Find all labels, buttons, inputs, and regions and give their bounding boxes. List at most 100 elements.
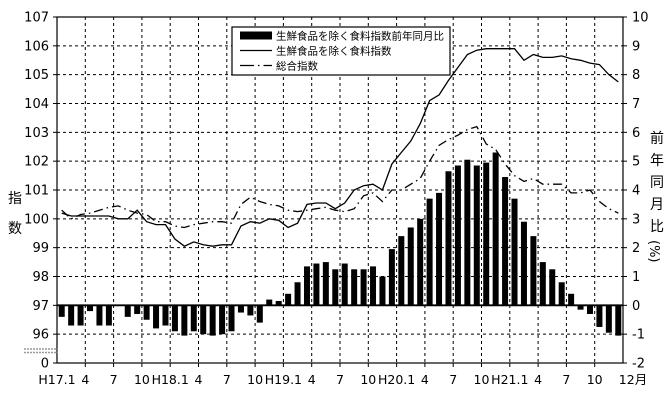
bar bbox=[266, 299, 273, 306]
bar bbox=[105, 305, 112, 326]
svg-text:10: 10 bbox=[134, 372, 150, 387]
svg-text:10: 10 bbox=[474, 372, 490, 387]
svg-text:1: 1 bbox=[632, 270, 640, 285]
bar bbox=[568, 293, 575, 306]
legend-label: 総合指数 bbox=[276, 60, 318, 73]
svg-text:前: 前 bbox=[650, 130, 664, 147]
bar bbox=[77, 305, 84, 326]
bar bbox=[58, 305, 65, 317]
bar bbox=[436, 192, 443, 306]
svg-text:6: 6 bbox=[632, 126, 640, 141]
bar bbox=[407, 227, 414, 306]
svg-text:指: 指 bbox=[8, 191, 22, 207]
bar bbox=[558, 282, 565, 306]
svg-text:10: 10 bbox=[587, 372, 603, 387]
svg-text:0: 0 bbox=[41, 357, 49, 372]
svg-text:-2: -2 bbox=[632, 357, 645, 372]
bar bbox=[332, 269, 339, 306]
bar bbox=[596, 305, 603, 327]
svg-text:3: 3 bbox=[632, 212, 640, 227]
svg-text:8: 8 bbox=[632, 68, 640, 83]
svg-text:0: 0 bbox=[632, 299, 640, 314]
svg-text:7: 7 bbox=[336, 372, 344, 387]
svg-text:H17.1: H17.1 bbox=[38, 372, 75, 387]
left-axis-title: 指数 bbox=[8, 191, 22, 237]
svg-text:月: 月 bbox=[650, 197, 664, 213]
right-axis-title: 前年同月比 (%) bbox=[646, 130, 664, 263]
svg-text:4: 4 bbox=[308, 372, 316, 387]
bar bbox=[209, 305, 216, 336]
axis-break-mark bbox=[24, 348, 58, 354]
bar bbox=[219, 305, 226, 335]
svg-text:H21.1: H21.1 bbox=[491, 372, 528, 387]
svg-text:H18.1: H18.1 bbox=[152, 372, 189, 387]
bar bbox=[322, 262, 329, 306]
bar bbox=[247, 305, 254, 316]
bar bbox=[492, 152, 499, 306]
svg-text:10: 10 bbox=[360, 372, 376, 387]
bar bbox=[360, 269, 367, 306]
axis-ticks bbox=[53, 16, 627, 367]
food-index-line bbox=[61, 48, 619, 247]
bar bbox=[256, 305, 263, 323]
bar bbox=[549, 269, 556, 306]
legend-label: 生鮮食品を除く食料指数前年同月比 bbox=[276, 30, 444, 43]
bar bbox=[520, 221, 527, 306]
bar bbox=[87, 305, 94, 312]
svg-text:10: 10 bbox=[632, 11, 649, 26]
bar bbox=[370, 266, 377, 306]
svg-text:-1: -1 bbox=[632, 328, 645, 343]
svg-text:100: 100 bbox=[24, 212, 49, 227]
x-end-label: 12月 bbox=[619, 372, 647, 387]
all-items-index-line bbox=[61, 125, 619, 229]
bars-yoy-series bbox=[58, 152, 622, 336]
left-axis-labels: 107 106 105 104 103 102 101 100 99 98 97 96 0 bbox=[24, 11, 49, 372]
svg-text:101: 101 bbox=[24, 184, 49, 199]
svg-text:比: 比 bbox=[650, 219, 664, 235]
bar bbox=[615, 305, 622, 336]
bar bbox=[539, 262, 546, 306]
svg-text:107: 107 bbox=[24, 11, 49, 26]
svg-text:H19.1: H19.1 bbox=[265, 372, 302, 387]
bar bbox=[96, 305, 103, 326]
svg-text:数: 数 bbox=[8, 221, 22, 237]
bar bbox=[388, 249, 395, 306]
svg-text:97: 97 bbox=[32, 299, 49, 314]
svg-text:2: 2 bbox=[632, 241, 640, 256]
bar bbox=[341, 263, 348, 306]
svg-text:98: 98 bbox=[32, 270, 49, 285]
bar bbox=[124, 305, 131, 317]
bar bbox=[313, 263, 320, 306]
svg-text:4: 4 bbox=[632, 184, 640, 199]
bar bbox=[275, 301, 282, 306]
bar bbox=[228, 305, 235, 332]
bar bbox=[162, 305, 169, 326]
bar bbox=[351, 269, 358, 306]
bar bbox=[464, 159, 471, 306]
bar bbox=[417, 218, 424, 306]
bar bbox=[200, 305, 207, 335]
bar bbox=[379, 276, 386, 306]
svg-text:96: 96 bbox=[32, 328, 49, 343]
svg-text:106: 106 bbox=[24, 39, 49, 54]
svg-text:7: 7 bbox=[449, 372, 457, 387]
svg-text:7: 7 bbox=[110, 372, 118, 387]
bar bbox=[586, 305, 593, 314]
bar bbox=[530, 236, 537, 306]
bar bbox=[134, 305, 141, 314]
bar bbox=[303, 266, 310, 306]
bar bbox=[68, 305, 75, 326]
svg-text:99: 99 bbox=[32, 241, 49, 256]
bar bbox=[285, 293, 292, 306]
svg-text:5: 5 bbox=[632, 155, 640, 170]
bar bbox=[426, 198, 433, 306]
bar bbox=[190, 305, 197, 332]
svg-text:10: 10 bbox=[247, 372, 263, 387]
svg-text:4: 4 bbox=[195, 372, 203, 387]
bar bbox=[237, 305, 244, 313]
svg-text:4: 4 bbox=[81, 372, 89, 387]
bar bbox=[143, 305, 150, 320]
bar bbox=[294, 282, 301, 306]
